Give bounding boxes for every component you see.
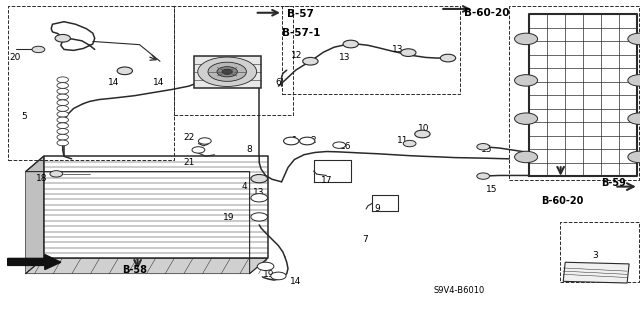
- Text: B-57-1: B-57-1: [282, 28, 320, 39]
- Circle shape: [477, 173, 490, 179]
- Text: 15: 15: [481, 145, 492, 154]
- Text: B-57: B-57: [287, 9, 314, 19]
- Text: B-60-20: B-60-20: [541, 196, 583, 206]
- Circle shape: [401, 49, 416, 56]
- Text: 10: 10: [418, 124, 429, 133]
- Text: 13: 13: [253, 188, 265, 197]
- Circle shape: [300, 137, 315, 145]
- Circle shape: [515, 151, 538, 163]
- Text: 13: 13: [392, 45, 404, 54]
- Circle shape: [628, 75, 640, 86]
- Text: 9: 9: [375, 204, 380, 213]
- Text: 14: 14: [153, 78, 164, 87]
- Circle shape: [57, 88, 68, 94]
- Circle shape: [198, 57, 257, 86]
- Circle shape: [628, 113, 640, 124]
- Text: 17: 17: [321, 176, 332, 185]
- Circle shape: [440, 54, 456, 62]
- Circle shape: [222, 69, 232, 74]
- Circle shape: [57, 129, 68, 134]
- Text: 19: 19: [263, 271, 275, 279]
- Bar: [563, 262, 629, 283]
- Circle shape: [57, 111, 68, 117]
- Text: 19: 19: [223, 213, 235, 222]
- Circle shape: [628, 33, 640, 45]
- Text: 18: 18: [36, 174, 47, 183]
- Text: 8: 8: [247, 145, 252, 154]
- Circle shape: [32, 46, 45, 53]
- Text: S9V4-B6010: S9V4-B6010: [434, 286, 485, 295]
- Circle shape: [515, 33, 538, 45]
- Text: 11: 11: [397, 136, 409, 145]
- Circle shape: [477, 144, 490, 150]
- Circle shape: [628, 151, 640, 163]
- Circle shape: [57, 134, 68, 140]
- Circle shape: [515, 75, 538, 86]
- Circle shape: [57, 117, 68, 123]
- Circle shape: [251, 194, 268, 202]
- Circle shape: [515, 113, 538, 124]
- Circle shape: [217, 67, 237, 77]
- Bar: [193, 56, 261, 88]
- Text: 2: 2: [311, 136, 316, 145]
- Text: 13: 13: [339, 53, 350, 62]
- Circle shape: [57, 106, 68, 111]
- Circle shape: [117, 67, 132, 75]
- Polygon shape: [8, 255, 61, 270]
- Text: 12: 12: [291, 51, 302, 60]
- Circle shape: [57, 77, 68, 83]
- Text: FR.: FR.: [19, 258, 33, 267]
- Circle shape: [284, 137, 299, 145]
- Polygon shape: [26, 156, 44, 274]
- Circle shape: [403, 140, 416, 147]
- Text: 15: 15: [486, 185, 497, 194]
- Circle shape: [192, 147, 205, 153]
- Circle shape: [303, 57, 318, 65]
- Text: 4: 4: [242, 182, 247, 191]
- Circle shape: [55, 34, 70, 42]
- Text: B-60-20: B-60-20: [463, 8, 509, 18]
- Text: 14: 14: [108, 78, 120, 87]
- Circle shape: [333, 142, 346, 148]
- Circle shape: [257, 262, 274, 271]
- Circle shape: [271, 272, 286, 280]
- Text: 21: 21: [184, 158, 195, 167]
- Circle shape: [251, 174, 268, 183]
- Circle shape: [251, 213, 268, 221]
- Circle shape: [50, 171, 63, 177]
- Polygon shape: [26, 258, 268, 274]
- Text: 1: 1: [292, 136, 297, 145]
- Text: 20: 20: [10, 53, 21, 62]
- Text: 3: 3: [593, 251, 598, 260]
- Text: 5: 5: [22, 112, 27, 121]
- Circle shape: [343, 40, 358, 48]
- Circle shape: [57, 94, 68, 100]
- Text: 14: 14: [290, 277, 301, 286]
- Circle shape: [198, 138, 211, 144]
- Circle shape: [57, 123, 68, 129]
- Text: 6: 6: [276, 78, 281, 87]
- Circle shape: [57, 140, 68, 146]
- Text: B-58: B-58: [122, 264, 147, 275]
- Circle shape: [57, 83, 68, 88]
- Circle shape: [415, 130, 430, 138]
- Text: 16: 16: [340, 142, 351, 151]
- Text: B-59: B-59: [601, 178, 625, 189]
- Circle shape: [208, 62, 246, 81]
- Circle shape: [57, 100, 68, 106]
- Text: 22: 22: [184, 133, 195, 142]
- Text: 7: 7: [362, 235, 367, 244]
